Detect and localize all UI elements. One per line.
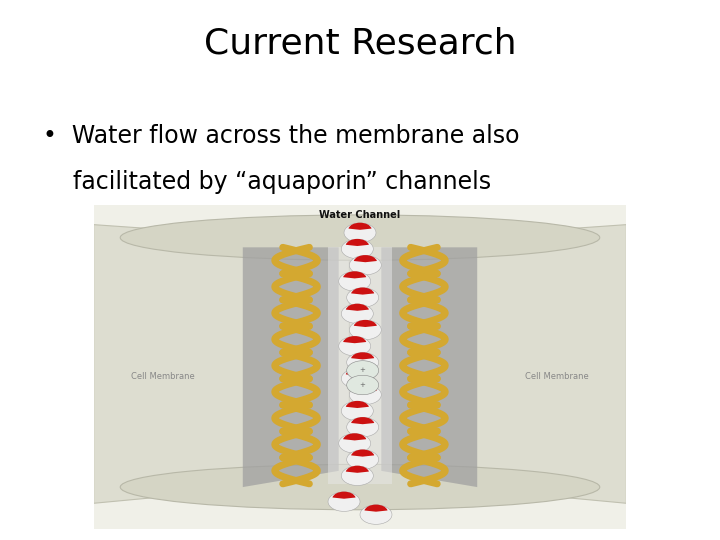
FancyBboxPatch shape (94, 205, 626, 529)
Circle shape (349, 255, 382, 275)
Circle shape (347, 450, 379, 469)
Wedge shape (364, 504, 387, 512)
Wedge shape (354, 255, 377, 262)
Text: +: + (360, 382, 366, 388)
Wedge shape (354, 320, 377, 327)
Ellipse shape (120, 464, 600, 510)
Circle shape (344, 223, 376, 242)
Circle shape (347, 353, 379, 372)
Circle shape (341, 369, 373, 388)
Text: Water Channel: Water Channel (320, 210, 400, 220)
Wedge shape (346, 239, 369, 246)
Polygon shape (243, 247, 338, 487)
Wedge shape (343, 336, 366, 343)
Wedge shape (346, 303, 369, 311)
Polygon shape (382, 247, 477, 487)
Circle shape (341, 304, 373, 323)
Wedge shape (351, 417, 374, 424)
Circle shape (360, 505, 392, 524)
Polygon shape (94, 225, 371, 503)
Circle shape (341, 466, 373, 485)
Circle shape (338, 336, 371, 356)
Wedge shape (354, 384, 377, 392)
Text: +: + (360, 367, 366, 374)
Circle shape (347, 417, 379, 437)
Text: Cell Membrane: Cell Membrane (131, 373, 194, 381)
Circle shape (338, 434, 371, 453)
Circle shape (349, 385, 382, 404)
Wedge shape (351, 449, 374, 457)
Circle shape (347, 288, 379, 307)
Wedge shape (333, 491, 356, 499)
Circle shape (349, 320, 382, 340)
Wedge shape (346, 401, 369, 408)
Polygon shape (328, 247, 392, 484)
Wedge shape (343, 271, 366, 279)
Text: Cell Membrane: Cell Membrane (526, 373, 589, 381)
Circle shape (341, 239, 373, 259)
Wedge shape (348, 222, 372, 230)
Text: Current Research: Current Research (204, 27, 516, 61)
Wedge shape (351, 287, 374, 295)
Wedge shape (346, 368, 369, 376)
Circle shape (328, 492, 360, 511)
Wedge shape (351, 352, 374, 360)
Polygon shape (349, 225, 626, 503)
Ellipse shape (120, 215, 600, 260)
Wedge shape (346, 465, 369, 473)
Circle shape (341, 401, 373, 421)
Circle shape (338, 272, 371, 291)
Text: •  Water flow across the membrane also: • Water flow across the membrane also (43, 124, 520, 148)
Wedge shape (343, 433, 366, 441)
Circle shape (347, 361, 379, 380)
Text: facilitated by “aquaporin” channels: facilitated by “aquaporin” channels (43, 170, 491, 194)
Circle shape (347, 375, 379, 395)
